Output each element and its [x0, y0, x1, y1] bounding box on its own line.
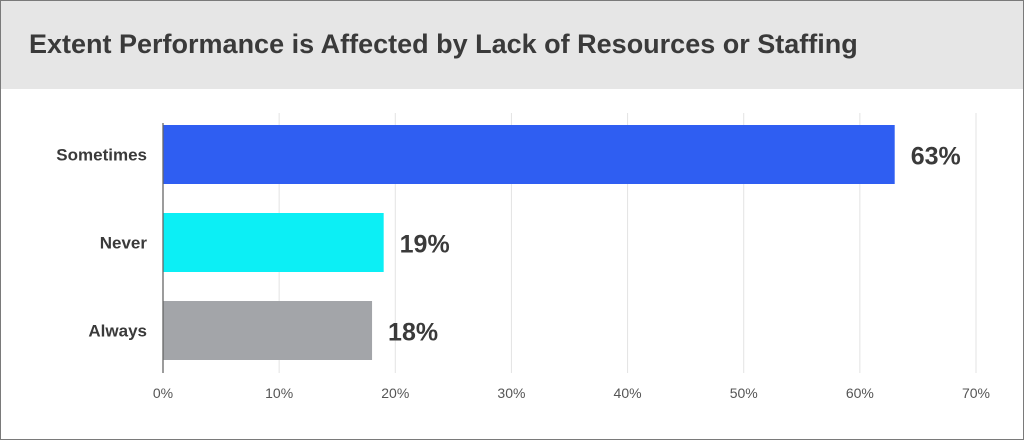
chart-title: Extent Performance is Affected by Lack o…: [29, 29, 858, 59]
category-label: Always: [88, 322, 147, 341]
title-bar: Extent Performance is Affected by Lack o…: [1, 1, 1023, 89]
bar-never: [163, 213, 384, 272]
bar-sometimes: [163, 125, 895, 184]
x-tick-label: 40%: [614, 385, 642, 401]
data-label: 63%: [911, 143, 961, 171]
x-tick-label: 10%: [265, 385, 293, 401]
x-tick-label: 30%: [497, 385, 525, 401]
x-tick-label: 0%: [153, 385, 173, 401]
x-tick-label: 50%: [730, 385, 758, 401]
x-tick-label: 70%: [962, 385, 990, 401]
x-tick-label: 20%: [381, 385, 409, 401]
bar-always: [163, 301, 373, 360]
data-label: 18%: [388, 319, 438, 347]
category-label: Sometimes: [56, 146, 147, 165]
data-label: 19%: [400, 231, 450, 259]
category-label: Never: [100, 234, 148, 253]
x-tick-label: 60%: [846, 385, 874, 401]
